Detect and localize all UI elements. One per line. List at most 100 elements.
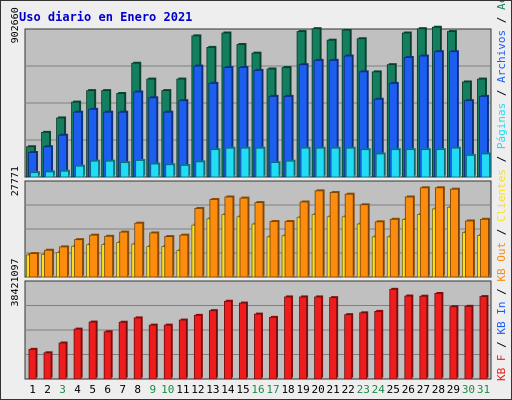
bar-p-ginas-19 (300, 146, 311, 178)
bar-kb-f-30 (464, 304, 474, 380)
bar-kb-out-18 (284, 220, 295, 278)
bar-face (329, 192, 339, 278)
bar-kb-out-31 (480, 217, 490, 278)
bar-p-ginas-23 (360, 148, 371, 178)
bar-face (389, 218, 399, 278)
bar-face (133, 317, 142, 380)
day-label-7: 7 (119, 383, 126, 396)
bar-face (390, 149, 400, 178)
ytick-label-kb: 38421097 (10, 258, 21, 306)
bar-face (481, 153, 490, 178)
day-label-2: 2 (44, 383, 51, 396)
bar-face (195, 161, 205, 178)
day-label-27: 27 (417, 383, 430, 396)
ytick-label-clientes: 27771 (10, 166, 21, 196)
bar-face (180, 165, 190, 178)
day-label-19: 19 (296, 383, 309, 396)
bar-face (209, 199, 219, 278)
bar-face (449, 306, 458, 380)
bar-kb-f-22 (344, 313, 354, 380)
bar-face (300, 147, 310, 178)
chart-title: Uso diario en Enero 2021 (19, 10, 192, 24)
bar-kb-out-6 (104, 234, 115, 278)
bar-kb-out-10 (164, 235, 175, 278)
bar-kb-f-24 (374, 309, 384, 380)
bar-face (240, 147, 250, 178)
bar-face (359, 312, 368, 380)
bar-p-ginas-28 (435, 148, 446, 178)
bar-face (480, 218, 489, 278)
day-label-16: 16 (251, 383, 264, 396)
bar-face (239, 302, 247, 380)
legend-separator: / (495, 222, 508, 242)
bar-face (314, 190, 324, 278)
bar-kb-out-23 (359, 203, 370, 278)
bar-face (193, 314, 202, 380)
bar-face (119, 231, 129, 278)
bar-kb-out-14 (224, 195, 235, 278)
bar-face (344, 193, 354, 278)
bar-face (148, 324, 157, 380)
bar-kb-f-9 (148, 323, 158, 380)
bar-face (163, 324, 172, 380)
day-label-13: 13 (206, 383, 219, 396)
bar-p-ginas-13 (210, 148, 221, 178)
day-label-24: 24 (372, 383, 386, 396)
bar-face (239, 197, 249, 278)
bar-face (45, 171, 54, 178)
bar-p-ginas-5 (90, 159, 101, 178)
legend-separator: / (495, 335, 508, 355)
day-label-15: 15 (236, 383, 249, 396)
day-label-30: 30 (462, 383, 475, 396)
bar-kb-out-2 (44, 248, 55, 278)
day-label-22: 22 (342, 383, 355, 396)
bar-kb-f-11 (178, 318, 188, 380)
bar-face (135, 160, 145, 178)
bar-kb-out-7 (119, 230, 130, 278)
bar-face (434, 293, 443, 380)
bar-face (29, 253, 38, 278)
day-label-12: 12 (191, 383, 204, 396)
bar-p-ginas-16 (255, 146, 266, 178)
bar-face (194, 208, 204, 278)
bar-p-ginas-14 (225, 146, 236, 178)
bar-kb-f-7 (118, 320, 128, 380)
bar-kb-out-26 (404, 195, 415, 278)
bar-face (74, 239, 83, 278)
bar-kb-out-5 (89, 233, 100, 278)
bar-face (466, 154, 475, 178)
bar-kb-f-2 (43, 351, 53, 380)
day-label-1: 1 (29, 383, 36, 396)
bar-face (405, 149, 415, 178)
bar-face (359, 204, 369, 278)
bar-face (90, 160, 100, 178)
bar-face (374, 310, 383, 380)
bar-kb-out-24 (374, 220, 385, 278)
bar-p-ginas-7 (120, 161, 131, 178)
bar-p-ginas-11 (180, 163, 191, 178)
bar-kb-out-30 (465, 219, 475, 278)
bar-face (208, 310, 217, 380)
bar-kb-f-5 (88, 320, 98, 380)
bar-face (149, 232, 159, 278)
bar-face (225, 147, 235, 178)
day-label-11: 11 (176, 383, 189, 396)
bar-kb-f-20 (314, 295, 324, 380)
bar-face (104, 235, 114, 278)
legend-separator: / (495, 83, 508, 103)
bar-p-ginas-9 (150, 162, 161, 178)
bar-p-ginas-12 (195, 160, 206, 178)
day-label-28: 28 (432, 383, 445, 396)
bar-p-ginas-15 (240, 146, 251, 178)
bar-face (270, 162, 280, 178)
bar-face (118, 321, 127, 380)
bar-face (43, 352, 52, 380)
legend-entry-p-ginas: Páginas (495, 103, 508, 149)
bar-p-ginas-17 (270, 161, 281, 178)
bar-face (434, 187, 444, 278)
day-label-21: 21 (327, 383, 340, 396)
legend-separator: / (495, 10, 508, 30)
bar-kb-f-29 (449, 305, 459, 380)
